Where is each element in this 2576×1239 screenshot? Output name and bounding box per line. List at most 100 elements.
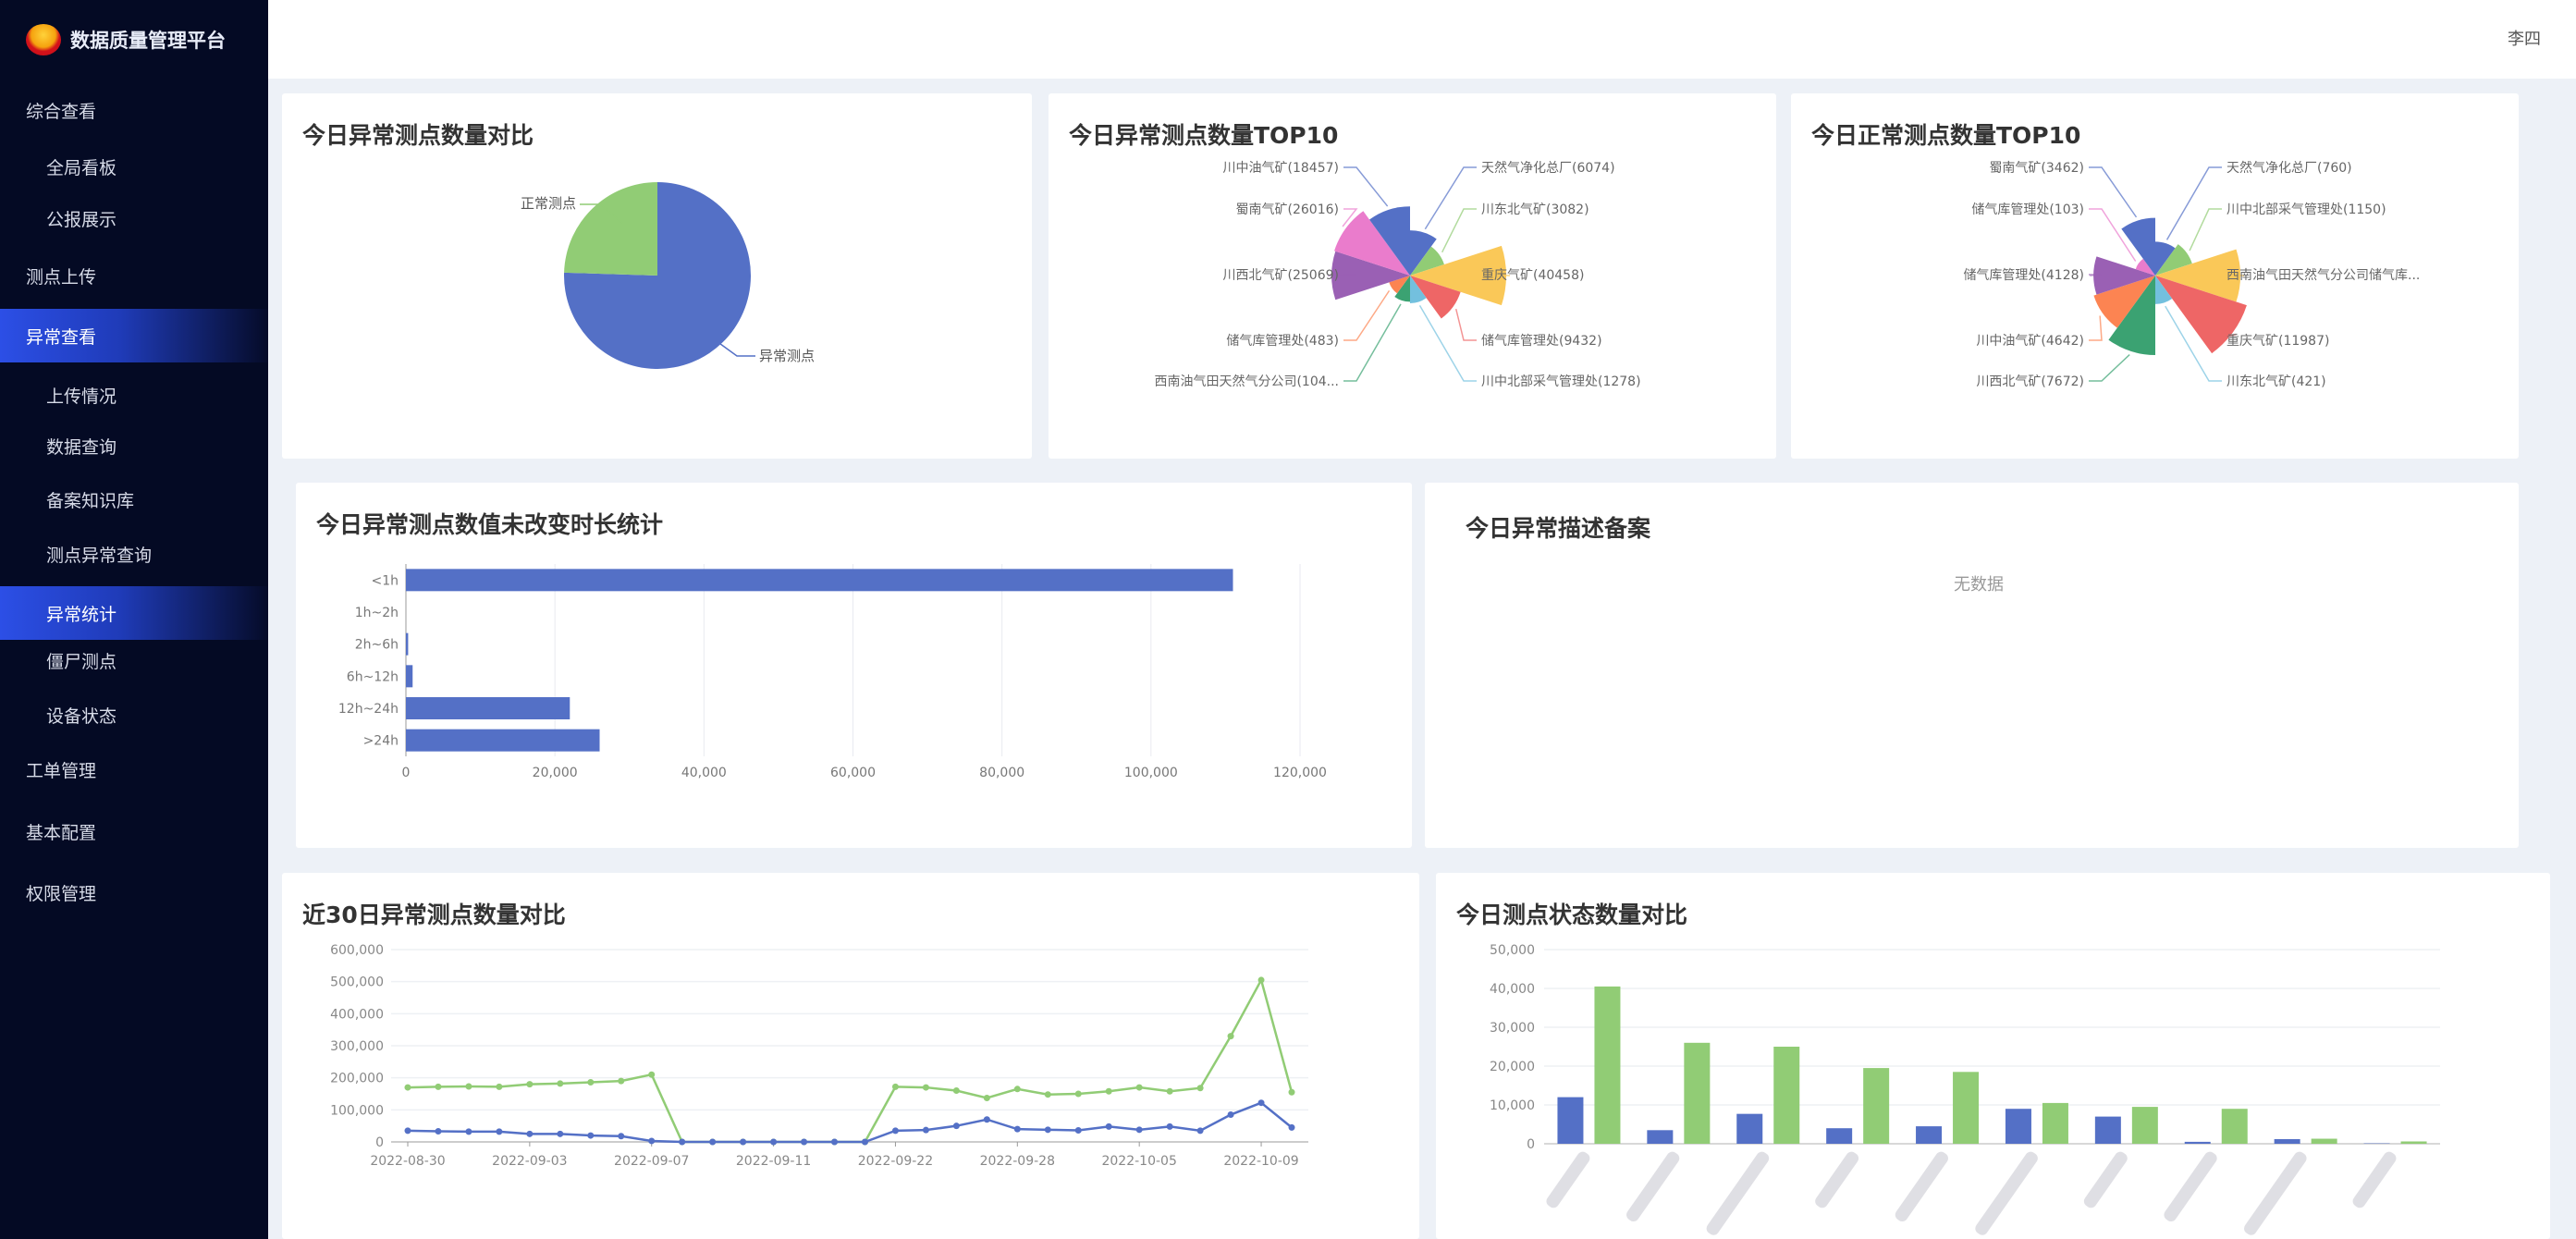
bar — [1736, 1113, 1763, 1144]
user-name[interactable]: 李四 — [2508, 30, 2541, 49]
leader-line — [1418, 304, 1477, 382]
rose-label: 储气库管理处(9432) — [1481, 334, 1602, 349]
data-point — [465, 1128, 472, 1135]
rose-sector — [2155, 276, 2173, 304]
blurred-category-label — [1895, 1151, 1948, 1222]
leader-line — [2208, 333, 2237, 341]
sidebar-item[interactable]: 综合查看 — [0, 83, 268, 137]
data-point — [618, 1133, 625, 1140]
leader-line — [2089, 315, 2103, 341]
leader-line — [1343, 166, 1389, 207]
x-tick-label: 2022-09-28 — [980, 1154, 1055, 1169]
bar — [2005, 1109, 2031, 1144]
rose-label: 蜀南气矿(3462) — [1989, 161, 2084, 176]
rose-sector — [1410, 245, 1506, 306]
blurred-category-label — [1815, 1151, 1859, 1208]
y-tick-label: 1h~2h — [355, 606, 399, 620]
x-tick-label: 2022-09-11 — [736, 1154, 811, 1169]
data-point — [709, 1138, 717, 1146]
rose-label: 储气库管理处(4128) — [1963, 268, 2084, 283]
data-point — [404, 1084, 411, 1091]
bar — [1826, 1128, 1853, 1144]
leader-line — [580, 203, 623, 224]
leader-line — [2165, 166, 2222, 240]
data-point — [1135, 1126, 1143, 1134]
card-describe: 今日异常描述备案 无数据 — [1425, 483, 2519, 848]
x-tick-label: 2022-09-03 — [492, 1154, 567, 1169]
rose-chart-abnormal: 天然气净化总厂(6074) 川东北气矿(3082) 重庆气矿(40458) 储气库管理… — [1154, 160, 1640, 389]
data-point — [1166, 1087, 1173, 1095]
data-point — [587, 1132, 595, 1139]
sidebar-item-label: 全局看板 — [46, 157, 117, 178]
sidebar-item[interactable]: 设备状态 — [0, 688, 268, 742]
sidebar-item[interactable]: 数据查询 — [0, 419, 268, 472]
y-tick-label: 300,000 — [330, 1039, 384, 1054]
data-point — [435, 1083, 442, 1090]
sidebar-item[interactable]: 权限管理 — [0, 865, 268, 919]
logo[interactable]: 数据质量管理平台 — [26, 24, 226, 55]
rose-sector — [1394, 276, 1410, 302]
rose-label: 川中北部采气管理处(1150) — [2226, 202, 2386, 217]
sidebar-item[interactable]: 全局看板 — [0, 140, 268, 193]
sidebar-item-label: 权限管理 — [26, 883, 97, 904]
data-point — [861, 1138, 868, 1146]
y-tick-label: 12h~24h — [338, 702, 399, 717]
bar — [1684, 1042, 1711, 1144]
trend-line-chart: 0 100,000 200,000 300,000 400,000 500,000 600,… — [330, 943, 1308, 1169]
sidebar-item[interactable]: 备案知识库 — [0, 472, 268, 526]
empty-state: 无数据 — [1954, 575, 2004, 595]
sidebar-item-label: 异常查看 — [26, 326, 97, 348]
leader-line — [1328, 274, 1357, 276]
bar — [2400, 1141, 2427, 1144]
rose-sector — [2093, 276, 2155, 328]
rose-sector — [2155, 244, 2192, 276]
leader-line — [716, 340, 755, 357]
blurred-category-label — [2244, 1151, 2307, 1235]
x-tick-label: 40,000 — [681, 766, 727, 780]
sidebar-item[interactable]: 测点异常查询 — [0, 527, 268, 581]
y-tick-label: 2h~6h — [355, 638, 399, 653]
bar — [1557, 1097, 1584, 1144]
bar — [1594, 986, 1621, 1144]
rose-label: 天然气净化总厂(760) — [2226, 160, 2352, 176]
data-point — [557, 1080, 564, 1087]
data-point — [952, 1122, 960, 1130]
blurred-category-label — [1626, 1151, 1680, 1222]
y-tick-label: 600,000 — [330, 943, 384, 958]
x-tick-label: 0 — [402, 766, 411, 780]
bar — [2131, 1107, 2158, 1144]
y-tick-label: 30,000 — [1490, 1021, 1535, 1036]
sidebar-item[interactable]: 公报展示 — [0, 191, 268, 245]
sidebar-item[interactable]: 测点上传 — [0, 249, 268, 302]
sidebar-item[interactable]: 基本配置 — [0, 804, 268, 858]
data-point — [831, 1138, 839, 1146]
sidebar-item-label: 上传情况 — [46, 386, 117, 407]
bar — [1647, 1130, 1674, 1144]
bar — [2184, 1141, 2211, 1144]
data-point — [1227, 1111, 1234, 1119]
sidebar-item[interactable]: 异常统计 — [0, 586, 268, 640]
sidebar-item[interactable]: 异常查看 — [0, 309, 268, 362]
leader-line — [2165, 305, 2222, 382]
x-tick-label: 60,000 — [830, 766, 876, 780]
x-tick-label: 2022-10-09 — [1223, 1154, 1298, 1169]
y-tick-label: 50,000 — [1490, 943, 1535, 958]
sidebar-item[interactable]: 上传情况 — [0, 368, 268, 422]
blurred-category-label — [2083, 1151, 2128, 1208]
rose-sector — [2155, 249, 2240, 302]
data-point — [526, 1081, 534, 1088]
bar — [2094, 1116, 2121, 1144]
data-point — [1135, 1084, 1143, 1091]
data-point — [1074, 1090, 1082, 1098]
x-tick-label: 2022-09-22 — [858, 1154, 933, 1169]
y-tick-label: 500,000 — [330, 975, 384, 990]
x-tick-label: 2022-09-07 — [614, 1154, 689, 1169]
pie-label: 正常测点 — [521, 195, 576, 212]
bar — [406, 697, 570, 719]
sidebar-item[interactable]: 工单管理 — [0, 742, 268, 796]
data-point — [679, 1138, 686, 1146]
sidebar-item[interactable]: 僵尸测点 — [0, 633, 268, 687]
data-point — [1257, 1099, 1265, 1107]
rose-sector — [2108, 276, 2155, 356]
data-point — [526, 1130, 534, 1137]
